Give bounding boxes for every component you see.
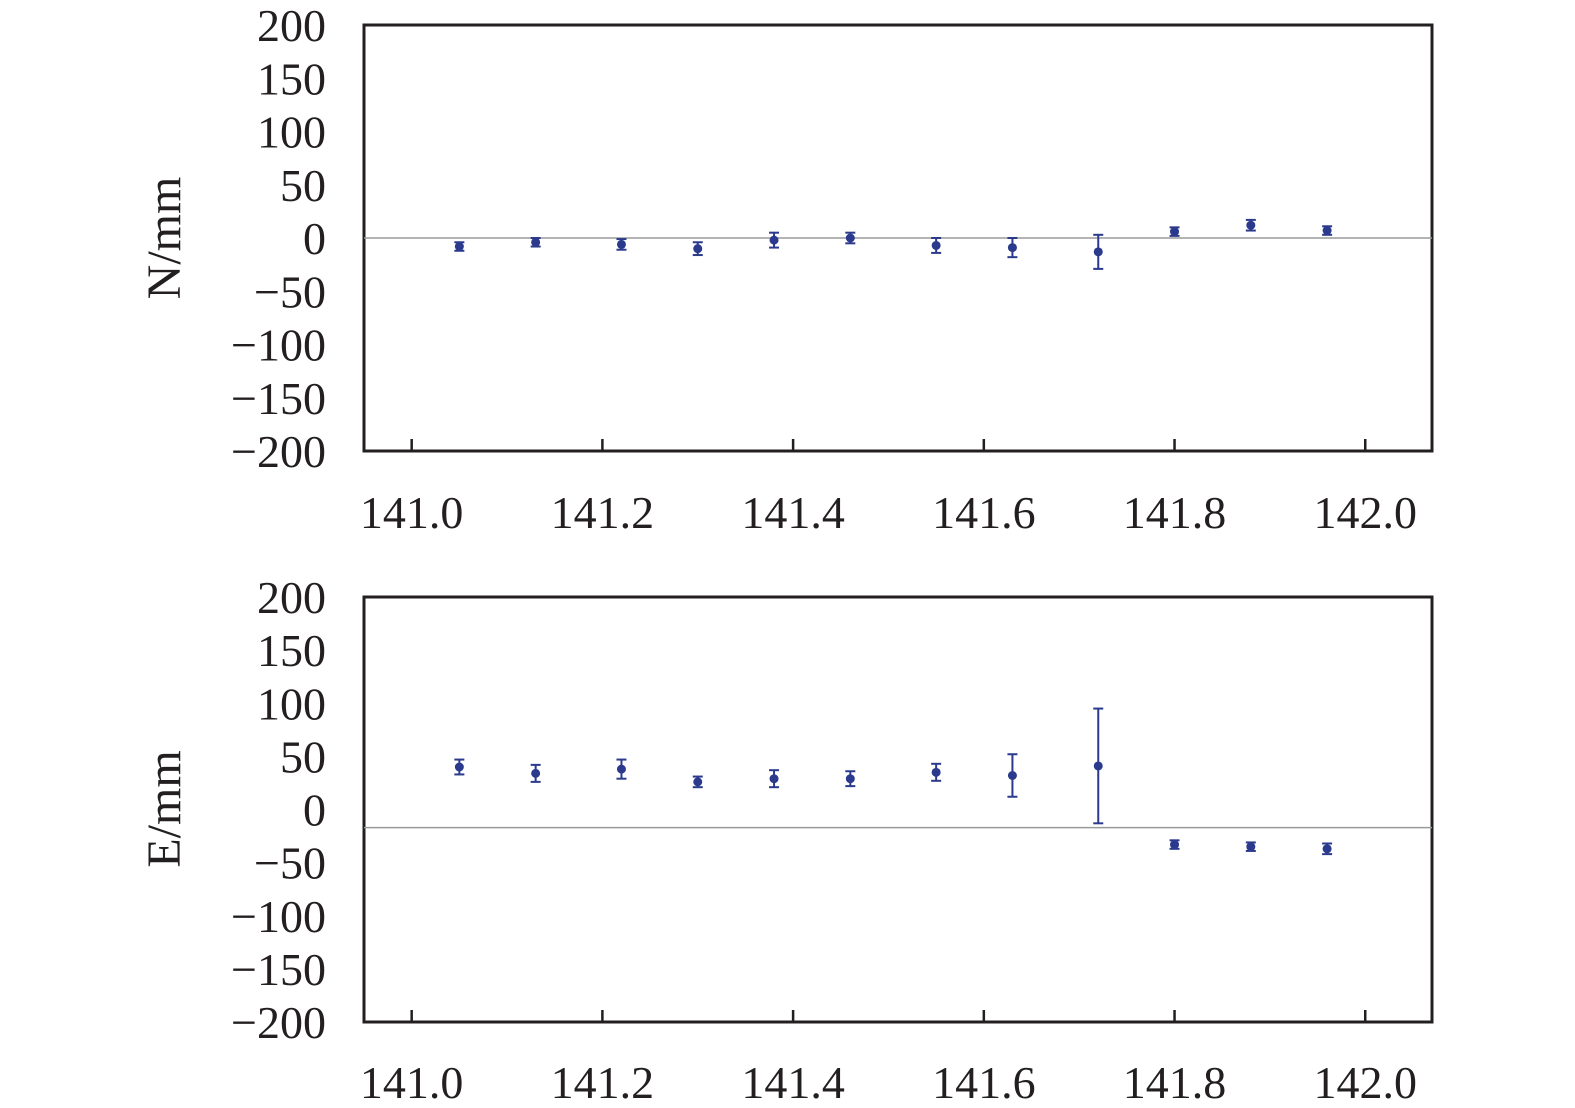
y-tick-label: 200 xyxy=(257,0,326,51)
x-tick-label: 141.4 xyxy=(741,487,845,538)
data-point xyxy=(616,764,626,774)
y-tick-label: −50 xyxy=(254,266,326,317)
y-tick-label: −200 xyxy=(231,426,326,477)
x-tick-label: 141.0 xyxy=(360,1057,464,1108)
x-tick-label: 141.8 xyxy=(1123,487,1227,538)
y-tick-label: 100 xyxy=(257,678,326,729)
x-tick-label: 141.8 xyxy=(1123,1057,1227,1108)
y-tick-label: 150 xyxy=(257,53,326,104)
data-point xyxy=(931,767,941,777)
data-point xyxy=(1093,247,1103,257)
y-tick-label: 200 xyxy=(257,572,326,623)
data-point xyxy=(769,774,779,784)
x-tick-label: 141.6 xyxy=(932,487,1036,538)
data-point xyxy=(1007,243,1017,253)
data-point xyxy=(1322,844,1332,854)
y-tick-label: 50 xyxy=(280,160,326,211)
data-point xyxy=(1093,761,1103,771)
data-point xyxy=(454,242,464,252)
y-tick-label: 0 xyxy=(303,213,326,264)
y-tick-label: 150 xyxy=(257,625,326,676)
plot-frame-east xyxy=(362,595,1434,1024)
y-axis-title-east: E/mm xyxy=(138,750,191,867)
y-tick-label: −150 xyxy=(231,944,326,995)
y-tick-label: 100 xyxy=(257,107,326,158)
y-axis-title-north: N/mm xyxy=(138,177,191,300)
data-point xyxy=(845,774,855,784)
data-point xyxy=(1246,842,1256,852)
data-point xyxy=(1170,840,1180,850)
data-point xyxy=(616,239,626,249)
data-point xyxy=(931,240,941,250)
data-point xyxy=(1322,226,1332,236)
y-tick-label: 0 xyxy=(303,785,326,836)
y-tick-label: −200 xyxy=(231,997,326,1048)
x-tick-label: 141.2 xyxy=(551,487,655,538)
data-point xyxy=(531,768,541,778)
x-tick-label: 142.0 xyxy=(1314,1057,1418,1108)
x-tick-label: 141.6 xyxy=(932,1057,1036,1108)
x-tick-label: 141.0 xyxy=(360,487,464,538)
data-point xyxy=(1170,227,1180,237)
y-tick-label: 50 xyxy=(280,731,326,782)
y-tick-label: −100 xyxy=(231,891,326,942)
y-tick-label: −50 xyxy=(254,838,326,889)
data-point xyxy=(769,235,779,245)
data-point xyxy=(845,233,855,243)
y-tick-label: −100 xyxy=(231,320,326,371)
data-point xyxy=(1246,220,1256,230)
x-tick-label: 142.0 xyxy=(1314,487,1418,538)
y-tick-label: −150 xyxy=(231,373,326,424)
x-tick-label: 141.4 xyxy=(741,1057,845,1108)
x-tick-label: 141.2 xyxy=(551,1057,655,1108)
data-point xyxy=(454,762,464,772)
data-point xyxy=(531,237,541,247)
data-point xyxy=(693,244,703,254)
data-point xyxy=(1007,771,1017,780)
data-point xyxy=(693,777,703,787)
